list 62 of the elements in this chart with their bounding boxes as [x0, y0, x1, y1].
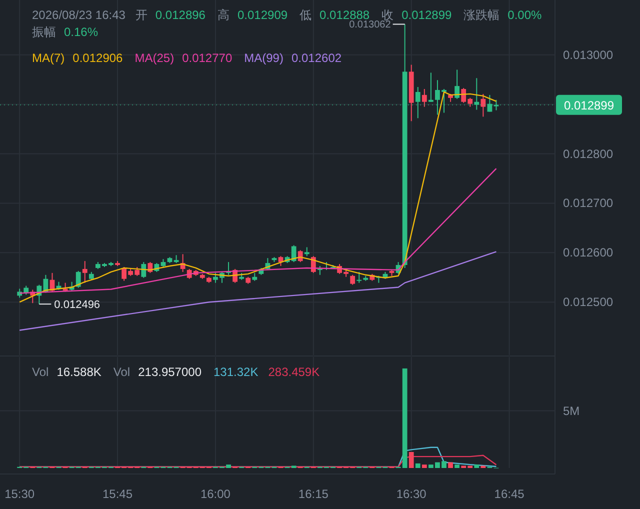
line-series	[18, 251, 497, 331]
annotation: 振幅	[32, 25, 56, 39]
x-tick-label: 16:45	[494, 487, 525, 501]
text: MA(25)	[134, 51, 174, 65]
candlestick	[494, 99, 499, 111]
bar	[454, 464, 460, 468]
candlestick	[76, 270, 81, 288]
y-tick-label: 0.012700	[563, 196, 614, 210]
annotation: 0.012899	[402, 8, 452, 22]
text: 2026/08/23 16:43	[32, 8, 126, 22]
annotation: 283.459K	[268, 365, 320, 379]
annotation: 131.32K	[214, 365, 258, 379]
candlestick	[422, 88, 427, 108]
ref-line-label: 0.012899	[564, 98, 614, 112]
bar	[474, 464, 480, 468]
y-tick-label: 0.012800	[563, 146, 614, 161]
candlestick	[350, 274, 356, 286]
annotation: 213.957000	[138, 365, 202, 379]
annotation: 0.012896	[155, 8, 206, 22]
candlestick	[480, 93, 486, 118]
candlestick	[454, 69, 460, 100]
annotation: Vol	[113, 365, 130, 379]
text: MA(99)	[244, 51, 284, 65]
candlestick	[415, 86, 420, 119]
x-tick-label: 15:45	[102, 487, 133, 501]
annotation: 开	[135, 8, 148, 22]
annotation: 0.16%	[64, 25, 98, 39]
candlestick	[141, 262, 146, 278]
annotation: 收	[382, 8, 394, 22]
candlestick	[474, 78, 480, 110]
annotation: 高	[217, 8, 230, 22]
annotation: 0.012906	[72, 51, 124, 65]
x-tick-label: 16:00	[200, 487, 231, 501]
x-tick-label: 16:15	[298, 487, 329, 501]
annotation: 0.012770	[182, 51, 232, 65]
annotation: 0.012909	[237, 8, 288, 22]
candlestick	[291, 244, 296, 263]
y-tick-label: 0.012500	[563, 295, 614, 310]
y-tick-label: 5M	[563, 404, 580, 418]
text: MA(7)	[32, 51, 65, 65]
candlestick	[428, 72, 434, 102]
candlestick	[82, 260, 88, 284]
annotation: 0.00%	[508, 8, 542, 22]
candlestick	[356, 271, 362, 284]
y-tick-label: 0.013000	[563, 48, 614, 62]
bar	[448, 462, 453, 468]
annotation: 0.012888	[320, 8, 370, 22]
annotation: 低	[300, 8, 312, 22]
bar	[408, 452, 414, 468]
bar	[422, 464, 427, 468]
bar	[415, 463, 420, 468]
bar	[402, 368, 408, 468]
annotation: 涨跌幅	[464, 8, 500, 22]
x-tick-label: 15:30	[4, 487, 35, 501]
y-tick-label: 0.012600	[563, 246, 614, 260]
annotation: 0.012602	[291, 51, 342, 65]
annotation: 16.588K	[56, 365, 102, 379]
annotation: 0.012496	[54, 299, 100, 312]
annotation: 0.013062	[349, 20, 392, 31]
candlestick	[226, 262, 231, 276]
annotation: Vol	[32, 365, 49, 379]
x-tick-label: 16:30	[396, 487, 427, 501]
